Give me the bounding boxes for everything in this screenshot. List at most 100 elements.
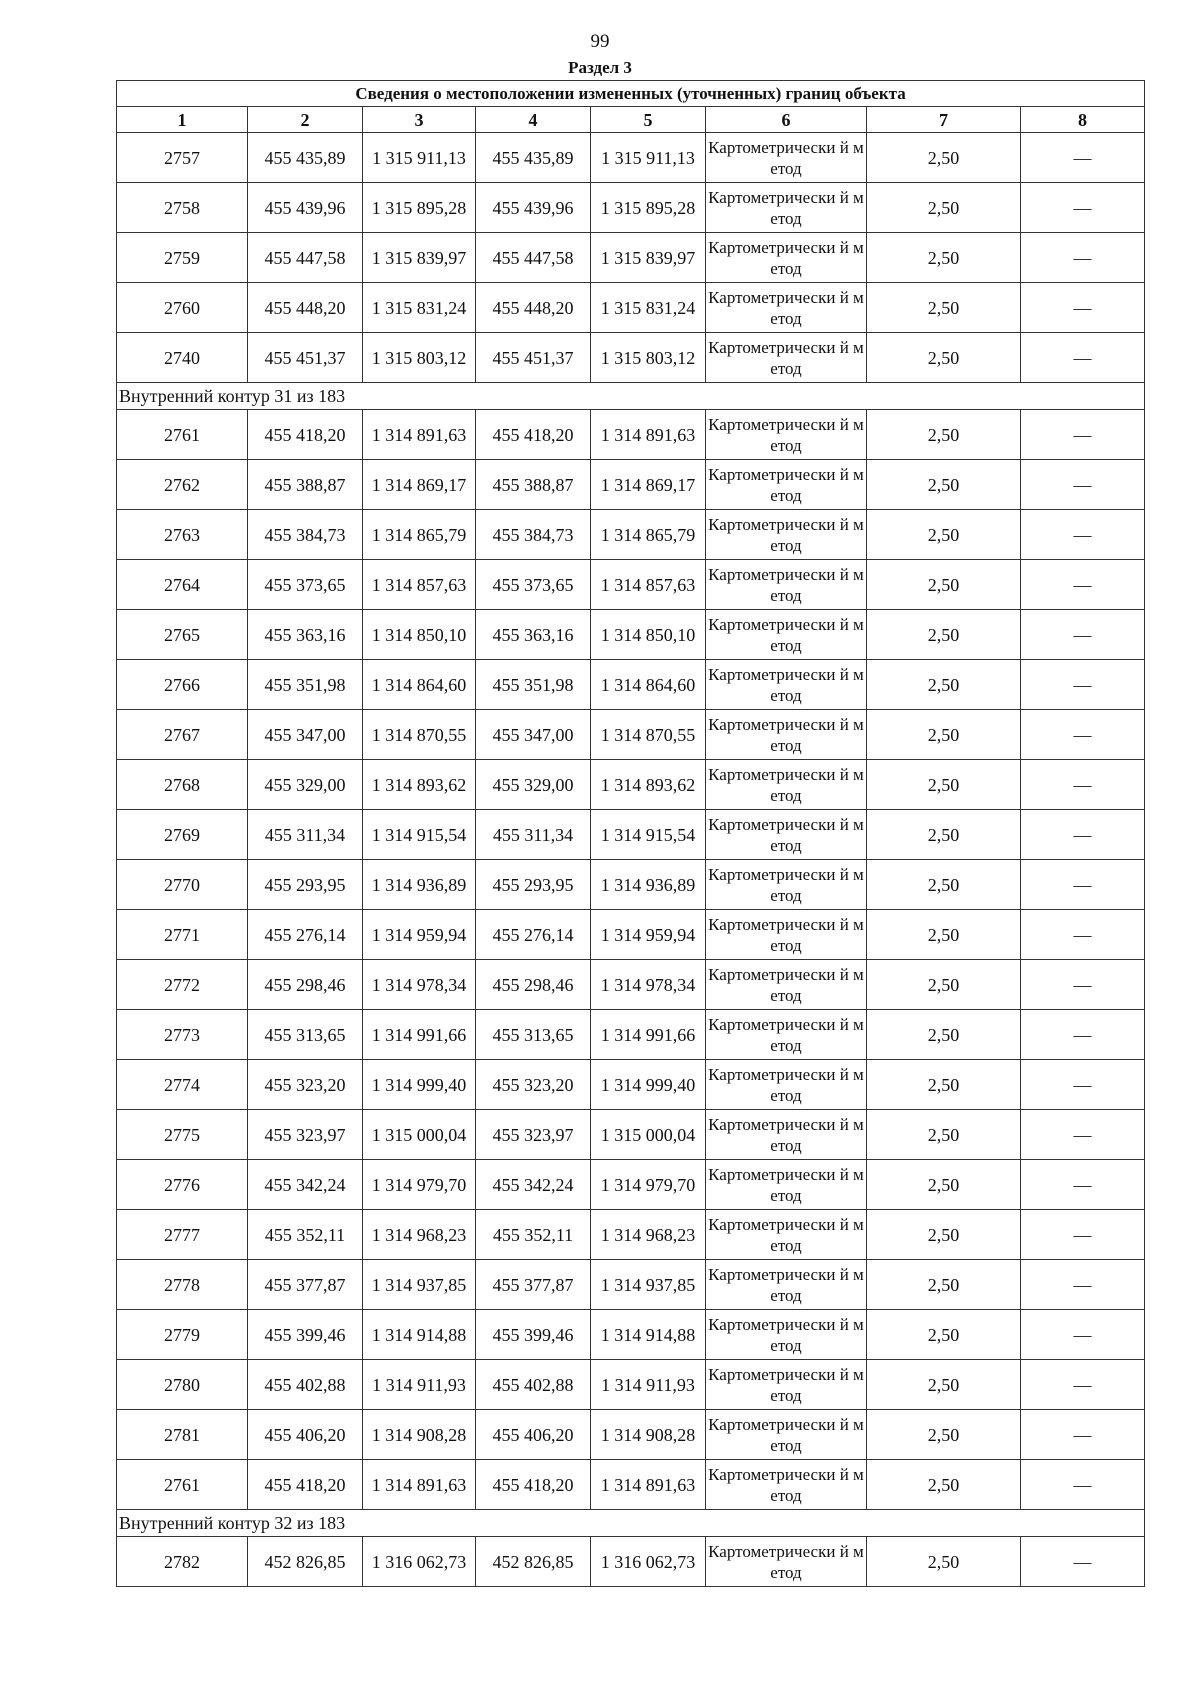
cell-x-new: 455 439,96 xyxy=(475,182,591,233)
cell-x-existing: 455 406,20 xyxy=(247,1409,363,1460)
cell-x-new: 455 373,65 xyxy=(475,559,591,610)
cell-x-new: 455 451,37 xyxy=(475,332,591,383)
cell-description: — xyxy=(1019,909,1146,960)
table-row: 2776 455 342,24 1 314 979,70 455 342,24 1 31… xyxy=(116,1159,1146,1210)
cell-y-new: 1 314 979,70 xyxy=(590,1159,706,1210)
column-number: 1 xyxy=(116,106,248,133)
cell-accuracy: 2,50 xyxy=(866,909,1021,960)
cell-description: — xyxy=(1019,659,1146,710)
cell-x-new: 455 323,97 xyxy=(475,1109,591,1160)
cell-method: Картометрически й метод xyxy=(705,809,867,860)
cell-description: — xyxy=(1019,1159,1146,1210)
table-row: 2773 455 313,65 1 314 991,66 455 313,65 1 31… xyxy=(116,1009,1146,1060)
cell-x-existing: 455 351,98 xyxy=(247,659,363,710)
column-number: 7 xyxy=(866,106,1021,133)
column-number: 8 xyxy=(1019,106,1146,133)
cell-description: — xyxy=(1019,709,1146,760)
cell-method: Картометрически й метод xyxy=(705,1259,867,1310)
cell-x-new: 455 384,73 xyxy=(475,509,591,560)
cell-x-existing: 455 298,46 xyxy=(247,959,363,1010)
cell-y-new: 1 315 831,24 xyxy=(590,282,706,333)
cell-x-existing: 455 435,89 xyxy=(247,132,363,183)
cell-description: — xyxy=(1019,332,1146,383)
cell-y-existing: 1 315 831,24 xyxy=(362,282,476,333)
cell-y-existing: 1 314 850,10 xyxy=(362,609,476,660)
cell-y-new: 1 315 895,28 xyxy=(590,182,706,233)
cell-y-new: 1 314 893,62 xyxy=(590,759,706,810)
contour-label: Внутренний контур 31 из 183 xyxy=(115,382,1146,410)
cell-y-existing: 1 314 936,89 xyxy=(362,859,476,910)
table-row: 2760 455 448,20 1 315 831,24 455 448,20 1 31… xyxy=(116,282,1146,333)
cell-x-new: 455 293,95 xyxy=(475,859,591,910)
cell-point-number: 2780 xyxy=(116,1359,248,1410)
cell-point-number: 2771 xyxy=(116,909,248,960)
cell-point-number: 2779 xyxy=(116,1309,248,1360)
cell-accuracy: 2,50 xyxy=(866,1409,1021,1460)
cell-description: — xyxy=(1019,282,1146,333)
cell-accuracy: 2,50 xyxy=(866,759,1021,810)
cell-x-existing: 455 388,87 xyxy=(247,459,363,510)
cell-method: Картометрически й метод xyxy=(705,1359,867,1410)
cell-accuracy: 2,50 xyxy=(866,559,1021,610)
cell-y-existing: 1 315 839,97 xyxy=(362,232,476,283)
cell-x-new: 455 363,16 xyxy=(475,609,591,660)
table-row: 2779 455 399,46 1 314 914,88 455 399,46 1 31… xyxy=(116,1309,1146,1360)
cell-x-new: 455 298,46 xyxy=(475,959,591,1010)
cell-accuracy: 2,50 xyxy=(866,409,1021,460)
cell-description: — xyxy=(1019,1109,1146,1160)
cell-accuracy: 2,50 xyxy=(866,859,1021,910)
cell-point-number: 2773 xyxy=(116,1009,248,1060)
cell-x-existing: 455 311,34 xyxy=(247,809,363,860)
cell-description: — xyxy=(1019,759,1146,810)
column-number: 2 xyxy=(247,106,363,133)
table-row: 2761 455 418,20 1 314 891,63 455 418,20 1 31… xyxy=(116,409,1146,460)
cell-accuracy: 2,50 xyxy=(866,1209,1021,1260)
table-row: 2774 455 323,20 1 314 999,40 455 323,20 1 31… xyxy=(116,1059,1146,1110)
cell-point-number: 2760 xyxy=(116,282,248,333)
cell-y-new: 1 314 864,60 xyxy=(590,659,706,710)
cell-x-existing: 455 342,24 xyxy=(247,1159,363,1210)
table-row: 2763 455 384,73 1 314 865,79 455 384,73 1 31… xyxy=(116,509,1146,560)
cell-x-existing: 455 373,65 xyxy=(247,559,363,610)
cell-x-new: 455 276,14 xyxy=(475,909,591,960)
cell-x-new: 455 347,00 xyxy=(475,709,591,760)
cell-y-existing: 1 314 959,94 xyxy=(362,909,476,960)
cell-accuracy: 2,50 xyxy=(866,659,1021,710)
cell-x-existing: 455 448,20 xyxy=(247,282,363,333)
cell-y-existing: 1 314 893,62 xyxy=(362,759,476,810)
cell-y-existing: 1 314 908,28 xyxy=(362,1409,476,1460)
table-row: 2762 455 388,87 1 314 869,17 455 388,87 1 31… xyxy=(116,459,1146,510)
table-row: 2766 455 351,98 1 314 864,60 455 351,98 1 31… xyxy=(116,659,1146,710)
cell-x-new: 455 418,20 xyxy=(475,409,591,460)
cell-y-new: 1 314 914,88 xyxy=(590,1309,706,1360)
cell-x-new: 455 418,20 xyxy=(475,1459,591,1510)
cell-y-new: 1 314 870,55 xyxy=(590,709,706,760)
cell-y-existing: 1 314 865,79 xyxy=(362,509,476,560)
cell-accuracy: 2,50 xyxy=(866,959,1021,1010)
cell-y-existing: 1 314 857,63 xyxy=(362,559,476,610)
cell-method: Картометрически й метод xyxy=(705,1009,867,1060)
cell-accuracy: 2,50 xyxy=(866,609,1021,660)
cell-description: — xyxy=(1019,859,1146,910)
cell-accuracy: 2,50 xyxy=(866,809,1021,860)
cell-y-new: 1 314 959,94 xyxy=(590,909,706,960)
cell-x-new: 455 406,20 xyxy=(475,1409,591,1460)
cell-description: — xyxy=(1019,1209,1146,1260)
cell-y-new: 1 314 869,17 xyxy=(590,459,706,510)
cell-accuracy: 2,50 xyxy=(866,1359,1021,1410)
cell-y-new: 1 314 850,10 xyxy=(590,609,706,660)
cell-point-number: 2775 xyxy=(116,1109,248,1160)
cell-point-number: 2782 xyxy=(116,1536,248,1587)
cell-y-new: 1 314 891,63 xyxy=(590,409,706,460)
cell-accuracy: 2,50 xyxy=(866,709,1021,760)
cell-y-new: 1 314 991,66 xyxy=(590,1009,706,1060)
cell-y-existing: 1 314 979,70 xyxy=(362,1159,476,1210)
column-number: 5 xyxy=(590,106,706,133)
table-row: 2769 455 311,34 1 314 915,54 455 311,34 1 31… xyxy=(116,809,1146,860)
cell-point-number: 2769 xyxy=(116,809,248,860)
cell-description: — xyxy=(1019,232,1146,283)
table-row: 2771 455 276,14 1 314 959,94 455 276,14 1 31… xyxy=(116,909,1146,960)
cell-point-number: 2772 xyxy=(116,959,248,1010)
table-row: 2770 455 293,95 1 314 936,89 455 293,95 1 31… xyxy=(116,859,1146,910)
